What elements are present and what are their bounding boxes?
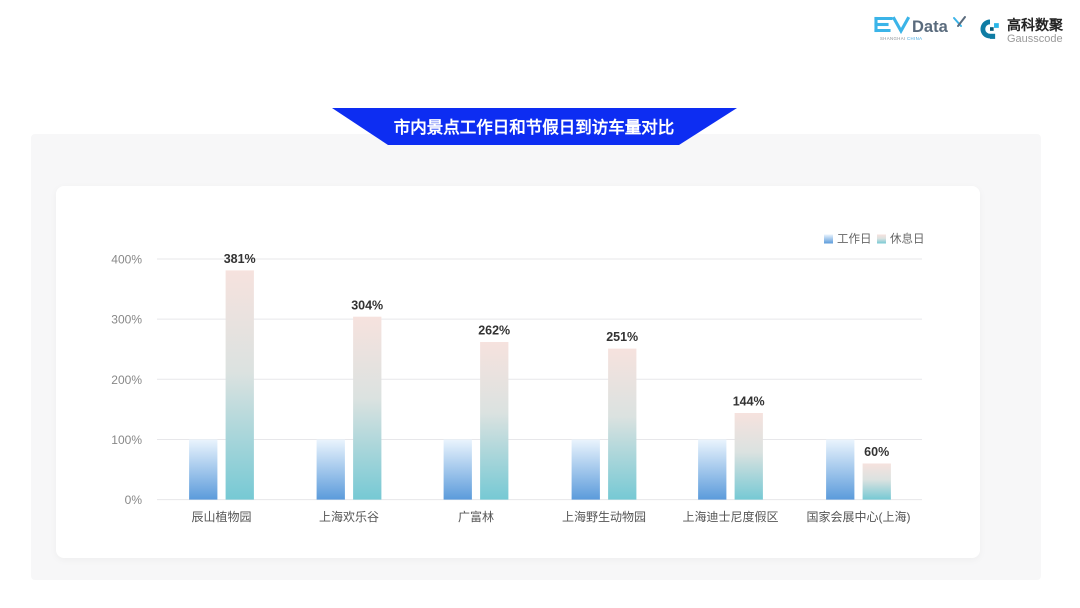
svg-text:304%: 304% [351,299,383,313]
svg-text:辰山植物园: 辰山植物园 [191,509,251,524]
svg-text:60%: 60% [864,445,889,459]
svg-text:CHINA: CHINA [907,36,922,41]
svg-text:262%: 262% [478,324,510,338]
svg-text:高科数聚: 高科数聚 [1007,17,1064,33]
svg-text:Data: Data [912,18,949,36]
svg-text:国家会展中心(上海): 国家会展中心(上海) [807,509,911,524]
svg-text:工作日: 工作日 [837,233,872,246]
svg-text:251%: 251% [606,330,638,344]
svg-text:上海欢乐谷: 上海欢乐谷 [319,509,379,524]
svg-text:市内景点工作日和节假日到访车量对比: 市内景点工作日和节假日到访车量对比 [394,117,675,137]
svg-text:休息日: 休息日 [890,232,925,246]
svg-text:381%: 381% [224,252,256,266]
svg-text:200%: 200% [111,373,142,387]
svg-text:Gausscode: Gausscode [1007,33,1063,44]
svg-text:SHANGHAI: SHANGHAI [880,36,906,41]
svg-text:广富林: 广富林 [458,509,494,524]
svg-text:100%: 100% [111,433,142,447]
svg-text:上海野生动物园: 上海野生动物园 [562,509,646,524]
svg-text:144%: 144% [733,395,765,409]
svg-text:上海迪士尼度假区: 上海迪士尼度假区 [682,509,778,524]
svg-text:300%: 300% [111,313,142,327]
svg-text:400%: 400% [111,253,142,267]
svg-text:0%: 0% [125,493,143,507]
